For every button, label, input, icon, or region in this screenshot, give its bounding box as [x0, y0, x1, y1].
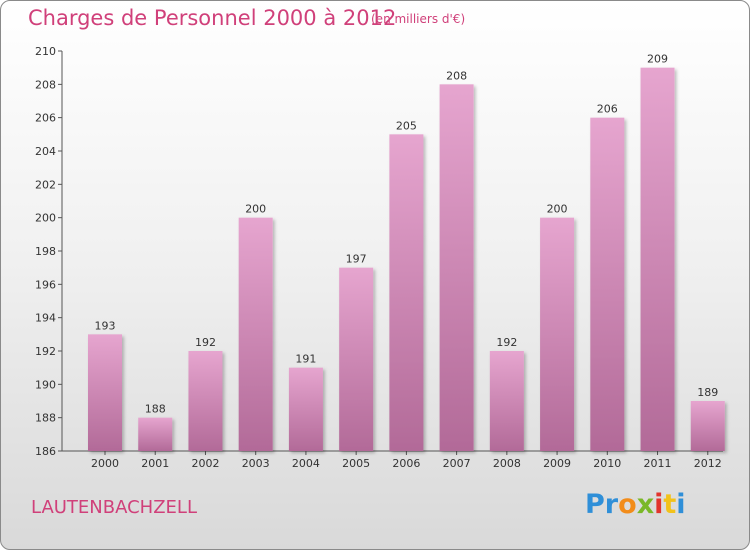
logo-letter: t	[663, 489, 677, 520]
labels-group: 193 2000 188 2001 192 2002 200 2003 191 2004 197 20…	[91, 53, 722, 470]
bar-value-label: 193	[95, 319, 116, 332]
chart-title: Charges de Personnel 2000 à 2012	[28, 6, 397, 30]
logo-letter: r	[604, 489, 619, 520]
x-tick-label: 2009	[543, 457, 571, 470]
bar	[690, 401, 725, 451]
bar	[138, 417, 173, 451]
bar	[188, 351, 223, 451]
x-tick-label: 2000	[91, 457, 119, 470]
y-tick-label: 202	[35, 178, 56, 191]
logo-letter: o	[618, 489, 637, 520]
y-tick-label: 190	[35, 378, 56, 391]
bar	[590, 117, 625, 452]
x-tick-label: 2006	[392, 457, 420, 470]
y-tick-label: 210	[35, 45, 56, 58]
bar-value-label: 188	[145, 403, 166, 416]
y-tick-label: 188	[35, 412, 56, 425]
bar-value-label: 206	[597, 103, 618, 116]
bar-value-label: 189	[697, 386, 718, 399]
proxiti-logo: Proxiti	[585, 489, 686, 520]
x-tick-label: 2007	[443, 457, 471, 470]
y-tick-label: 194	[35, 312, 56, 325]
logo-letter: P	[585, 489, 605, 520]
y-tick-label: 200	[35, 212, 56, 225]
bar-value-label: 208	[446, 69, 467, 82]
y-tick-label: 206	[35, 112, 56, 125]
bar-value-label: 200	[245, 203, 266, 216]
place-name: LAUTENBACHZELL	[31, 497, 197, 518]
y-tick-label: 208	[35, 78, 56, 91]
bar-value-label: 197	[346, 253, 367, 266]
axes: 186 188 190 192 194 196 198 200 202 204 206 208 210	[35, 45, 723, 458]
x-tick-label: 2008	[493, 457, 521, 470]
bar	[288, 367, 323, 451]
x-tick-label: 2004	[292, 457, 320, 470]
bar	[339, 267, 374, 451]
y-tick-label: 192	[35, 345, 56, 358]
x-tick-label: 2012	[694, 457, 722, 470]
bars-group	[88, 67, 725, 452]
logo-letter: x	[636, 489, 655, 520]
bar	[389, 134, 424, 452]
bar-value-label: 205	[396, 119, 417, 132]
x-tick-label: 2002	[191, 457, 219, 470]
bar-value-label: 192	[195, 336, 216, 349]
chart-subtitle: (en milliers d'€)	[371, 12, 466, 26]
x-tick-label: 2010	[593, 457, 621, 470]
x-tick-label: 2005	[342, 457, 370, 470]
bar	[540, 217, 575, 451]
bar	[489, 351, 524, 451]
x-tick-label: 2011	[644, 457, 672, 470]
logo-letter: i	[654, 489, 664, 520]
y-tick-label: 186	[35, 445, 56, 458]
x-tick-label: 2001	[141, 457, 169, 470]
y-tick-label: 198	[35, 245, 56, 258]
bar-value-label: 200	[547, 203, 568, 216]
logo-letter: i	[676, 489, 686, 520]
bar	[88, 334, 122, 451]
bar-value-label: 191	[295, 353, 316, 366]
bar	[439, 84, 474, 451]
y-tick-label: 196	[35, 278, 56, 291]
bar	[238, 217, 273, 451]
x-tick-label: 2003	[242, 457, 270, 470]
y-tick-label: 204	[35, 145, 56, 158]
bar-value-label: 209	[647, 53, 668, 66]
bar	[640, 67, 675, 452]
bar-value-label: 192	[496, 336, 517, 349]
